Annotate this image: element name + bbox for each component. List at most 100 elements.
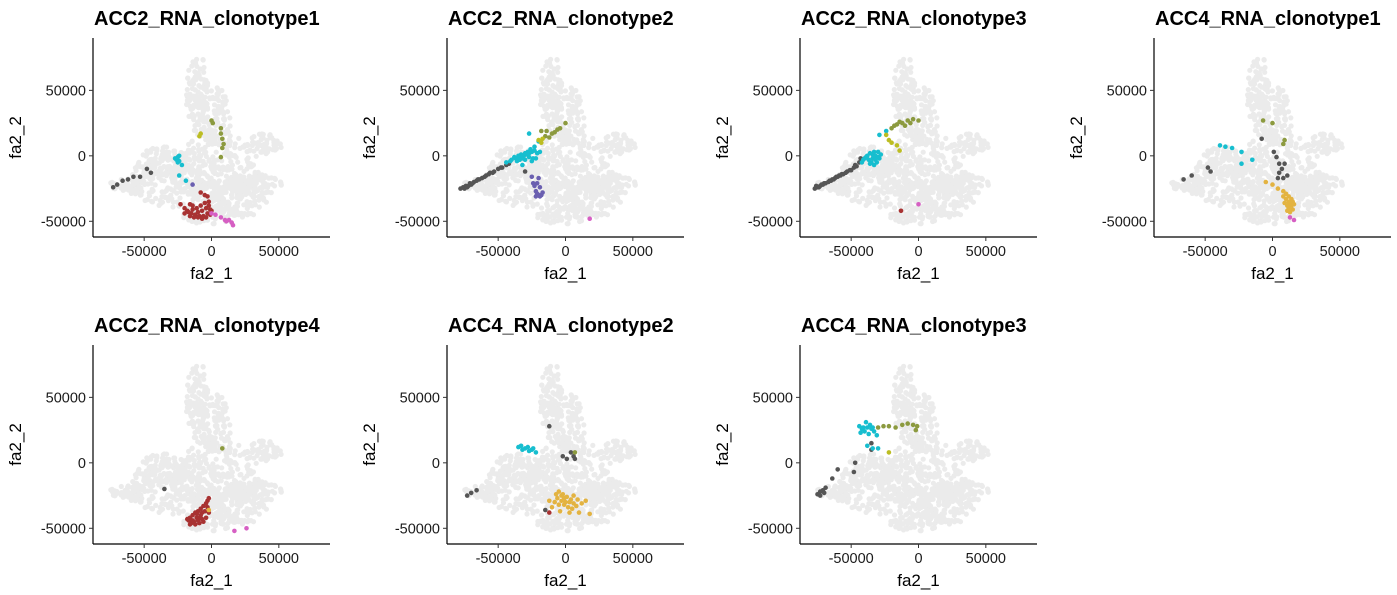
background-cell-point — [193, 220, 200, 226]
background-cell-point — [1261, 57, 1267, 63]
data-point-olive — [218, 154, 224, 160]
x-tick-label: 0 — [561, 244, 569, 260]
data-point-olive — [916, 118, 921, 123]
background-cell-point — [540, 217, 546, 223]
data-point-gray — [847, 167, 853, 173]
background-cell-point — [220, 109, 226, 115]
background-cell-point — [909, 144, 915, 150]
background-cell-point — [614, 184, 620, 190]
background-cell-point — [975, 190, 981, 196]
background-cell-point — [902, 132, 908, 138]
background-cell-point — [248, 211, 254, 217]
background-cell-point — [211, 168, 217, 174]
background-cell-point — [1266, 114, 1272, 120]
data-point-gray — [843, 170, 849, 176]
panel-title: ACC2_RNA_clonotype1 — [94, 8, 320, 30]
background-cell-point — [1209, 180, 1215, 186]
data-point-gray — [144, 166, 150, 172]
background-cell-point — [209, 192, 215, 199]
background-cell-point — [895, 181, 901, 187]
background-cell-point — [957, 162, 964, 168]
background-cell-point — [1288, 123, 1294, 129]
background-cell-point — [1265, 217, 1272, 223]
background-cell-point — [908, 169, 914, 176]
background-cell-point — [899, 156, 905, 162]
background-cell-point — [599, 199, 605, 206]
background-cell-point — [957, 194, 963, 200]
background-cell-point — [1245, 166, 1251, 172]
background-cell-point — [903, 146, 909, 153]
data-point-cyan — [873, 157, 878, 163]
data-point-red — [195, 215, 201, 220]
background-cell-point — [153, 151, 159, 157]
background-cell-point — [195, 119, 201, 125]
background-cell-point — [884, 185, 890, 191]
data-point-red — [206, 199, 212, 204]
background-cell-point — [1202, 171, 1208, 177]
background-cell-point — [522, 192, 528, 198]
background-cell-point — [1210, 198, 1216, 204]
background-cell-point — [624, 147, 630, 153]
data-point-cyan — [867, 161, 873, 166]
background-cell-point — [202, 94, 208, 100]
background-cell-point — [545, 145, 551, 151]
data-point-olive — [563, 120, 568, 126]
data-point-olive — [539, 128, 544, 134]
background-cell-point — [1284, 218, 1290, 225]
background-cell-point — [565, 221, 571, 227]
background-cell-point — [984, 141, 990, 147]
data-point-cyan — [1223, 144, 1228, 149]
background-cell-point — [159, 199, 166, 205]
background-cell-point — [881, 190, 887, 196]
background-cell-point — [927, 116, 934, 122]
background-cell-point — [1297, 189, 1303, 195]
background-cell-point — [259, 133, 265, 139]
background-cell-point — [164, 155, 170, 161]
background-cell-point — [195, 197, 201, 203]
background-cell-point — [949, 185, 956, 191]
background-cell-point — [201, 69, 207, 75]
background-cell-point — [575, 151, 582, 157]
background-cell-point — [503, 198, 509, 204]
background-cell-point — [632, 180, 638, 187]
background-cell-point — [1281, 99, 1287, 106]
data-point-yellow — [897, 148, 902, 153]
background-cell-point — [1277, 89, 1283, 95]
background-cell-point — [189, 138, 195, 144]
background-cell-point — [166, 166, 172, 172]
background-cell-point — [952, 199, 958, 206]
background-cell-point — [148, 149, 154, 155]
background-cell-point — [502, 180, 508, 186]
background-cell-point — [870, 173, 877, 179]
data-point-cyan — [176, 158, 182, 164]
background-cell-point — [1263, 162, 1269, 168]
background-cell-point — [1260, 183, 1266, 190]
data-point-pink — [1291, 217, 1297, 223]
y-axis-label: fa2_2 — [1067, 116, 1086, 159]
background-cell-point — [118, 183, 124, 189]
background-cell-point — [229, 192, 235, 198]
background-cell-point — [1214, 171, 1221, 177]
background-cell-point — [1194, 168, 1200, 174]
background-cell-point — [616, 173, 622, 179]
background-cell-point — [574, 116, 581, 122]
background-cell-point — [212, 110, 218, 117]
data-point-olive — [1260, 118, 1266, 123]
background-cell-point — [613, 133, 619, 139]
panel-title: ACC2_RNA_clonotype3 — [801, 8, 1027, 30]
background-cell-point — [1328, 132, 1334, 138]
background-cell-point — [1314, 153, 1320, 159]
background-cell-point — [1295, 180, 1301, 186]
background-cell-point — [631, 141, 637, 147]
background-cell-point — [1235, 190, 1241, 196]
background-cell-point — [245, 199, 251, 206]
background-cell-point — [595, 168, 601, 174]
background-cell-point — [927, 99, 933, 106]
background-cell-point — [891, 166, 897, 172]
background-cell-point — [1229, 192, 1235, 198]
background-cell-point — [920, 149, 926, 155]
background-cell-point — [587, 154, 593, 160]
background-cell-point — [1312, 134, 1318, 140]
background-cell-point — [896, 138, 902, 144]
data-point-red — [186, 209, 191, 215]
